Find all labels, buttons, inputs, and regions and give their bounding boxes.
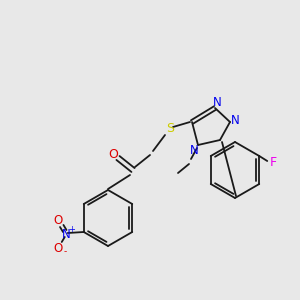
Text: O: O — [53, 214, 62, 227]
Text: -: - — [63, 248, 66, 256]
Text: N: N — [190, 143, 198, 157]
Text: N: N — [231, 113, 239, 127]
Text: N: N — [213, 97, 221, 110]
Text: F: F — [270, 157, 277, 169]
Text: +: + — [68, 225, 75, 234]
Text: N: N — [61, 227, 70, 241]
Text: O: O — [108, 148, 118, 160]
Text: S: S — [166, 122, 174, 136]
Text: O: O — [53, 242, 62, 254]
